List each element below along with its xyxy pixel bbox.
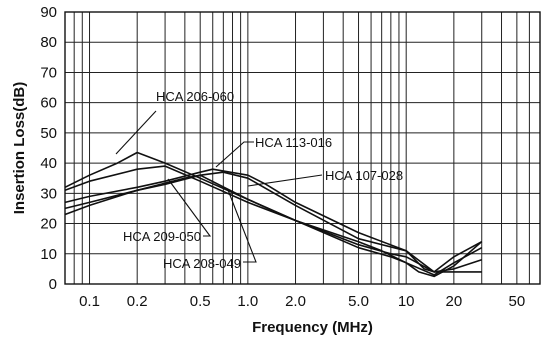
x-tick-label: 5.0 (348, 293, 369, 310)
x-tick-label: 0.1 (79, 293, 100, 310)
y-tick-label: 0 (49, 276, 57, 293)
series-lines (64, 151, 483, 278)
x-tick-label: 0.5 (190, 293, 211, 310)
y-tick-label: 80 (40, 34, 57, 51)
y-tick-label: 70 (40, 64, 57, 81)
y-tick-label: 20 (40, 216, 57, 233)
series-annotation-label: HCA 209-050 (123, 229, 201, 244)
y-tick-label: 60 (40, 95, 57, 112)
y-axis: 0 10 20 30 40 50 60 70 80 90 (40, 4, 57, 293)
series-annotation-label: HCA 107-028 (325, 168, 403, 183)
y-tick-label: 30 (40, 185, 57, 202)
y-axis-title: Insertion Loss(dB) (11, 82, 28, 215)
x-tick-label: 2.0 (285, 293, 306, 310)
annotation-leader (215, 141, 254, 168)
annotations: HCA 206-060 HCA 113-016 HCA 107-028 HCA 209… (123, 89, 403, 271)
series-annotation-label: HCA 208-049 (163, 256, 241, 271)
plot-frame (64, 11, 541, 285)
y-tick-label: 10 (40, 246, 57, 263)
annotation-leader (167, 178, 212, 237)
y-tick-label: 90 (40, 4, 57, 21)
x-tick-label: 1.0 (237, 293, 258, 310)
x-tick-label: 10 (398, 293, 415, 310)
x-tick-label: 20 (446, 293, 463, 310)
x-tick-label: 0.2 (127, 293, 148, 310)
series-line (64, 174, 483, 276)
x-axis: 0.1 0.2 0.5 1.0 2.0 5.0 10 20 50 (79, 293, 525, 310)
series-annotation-label: HCA 113-016 (255, 135, 332, 150)
series-annotation-label: HCA 206-060 (156, 89, 234, 104)
x-tick-label: 50 (509, 293, 526, 310)
annotation-leaders (115, 110, 323, 263)
annotation-leader (227, 189, 257, 263)
y-tick-label: 40 (40, 155, 57, 172)
annotation-leader (247, 174, 323, 187)
annotation-leader (115, 110, 157, 155)
series-line (64, 171, 482, 273)
series-line (64, 168, 483, 273)
y-tick-label: 50 (40, 125, 57, 142)
x-axis-title: Frequency (MHz) (252, 319, 373, 336)
